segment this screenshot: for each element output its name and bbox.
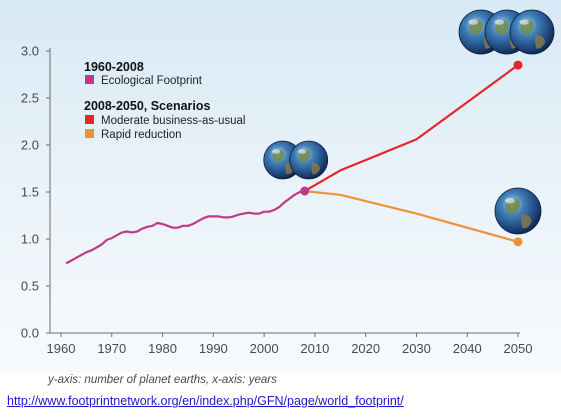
legend-label-footprint: Ecological Footprint	[101, 75, 203, 87]
globe-sphere	[509, 9, 555, 55]
globe-land	[521, 214, 532, 229]
legend-label-rapid-reduction: Rapid reduction	[101, 129, 182, 141]
globe-land	[534, 35, 546, 49]
globe-highlight	[271, 149, 281, 154]
y-tick-label: 1.0	[21, 232, 39, 247]
business-as-usual-2050-marker	[513, 60, 523, 70]
globe-sphere	[289, 140, 329, 180]
y-tick-label: 0.0	[21, 326, 39, 341]
source-link[interactable]: http://www.footprintnetwork.org/en/index…	[7, 394, 404, 408]
y-tick-label: 0.5	[21, 279, 39, 294]
legend-swatch-footprint	[85, 75, 94, 84]
globe-highlight	[504, 197, 516, 204]
earth-globe-icon	[494, 187, 542, 235]
y-tick-label: 2.5	[21, 91, 39, 106]
globe-highlight	[297, 149, 307, 154]
legend-group1-title: 1960-2008	[84, 60, 144, 74]
y-tick-label: 2.0	[21, 138, 39, 153]
axis-caption: y-axis: number of planet earths, x-axis:…	[48, 374, 277, 386]
chart-background	[0, 0, 561, 372]
globe-highlight	[494, 19, 505, 25]
x-tick-label: 1980	[148, 341, 177, 356]
x-tick-label: 2010	[300, 341, 329, 356]
globe-land	[311, 162, 321, 175]
x-tick-label: 2030	[402, 341, 431, 356]
y-tick-label: 3.0	[21, 44, 39, 59]
rapid-reduction-2050-marker	[513, 237, 523, 247]
x-tick-label: 2020	[351, 341, 380, 356]
footprint-series-line	[65, 190, 305, 265]
legend-group2-title: 2008-2050, Scenarios	[84, 99, 211, 113]
y-tick-label: 1.5	[21, 185, 39, 200]
business-as-usual-series-line	[304, 64, 519, 193]
globe-highlight	[468, 19, 479, 25]
earth-globe-icon	[509, 9, 555, 55]
x-tick-label: 2050	[504, 341, 533, 356]
footprint-line-chart: 0.0 0.5 1.0 1.5 2.0 2.5 3.0 1960 1970 1980 1990 200…	[21, 9, 555, 356]
legend-swatch-business-as-usual	[85, 115, 94, 124]
legend-swatch-rapid-reduction	[85, 129, 94, 138]
x-tick-label: 1970	[97, 341, 126, 356]
earth-globe-icon	[289, 140, 329, 180]
globe-sphere	[494, 187, 542, 235]
x-tick-label: 2040	[453, 341, 482, 356]
legend-label-business-as-usual: Moderate business-as-usual	[101, 115, 245, 127]
x-tick-label: 1960	[47, 341, 76, 356]
x-tick-label: 2000	[250, 341, 279, 356]
footprint-2008-marker	[300, 186, 310, 196]
rapid-reduction-series-line	[304, 190, 519, 243]
globe-highlight	[519, 19, 530, 25]
x-tick-label: 1990	[199, 341, 228, 356]
